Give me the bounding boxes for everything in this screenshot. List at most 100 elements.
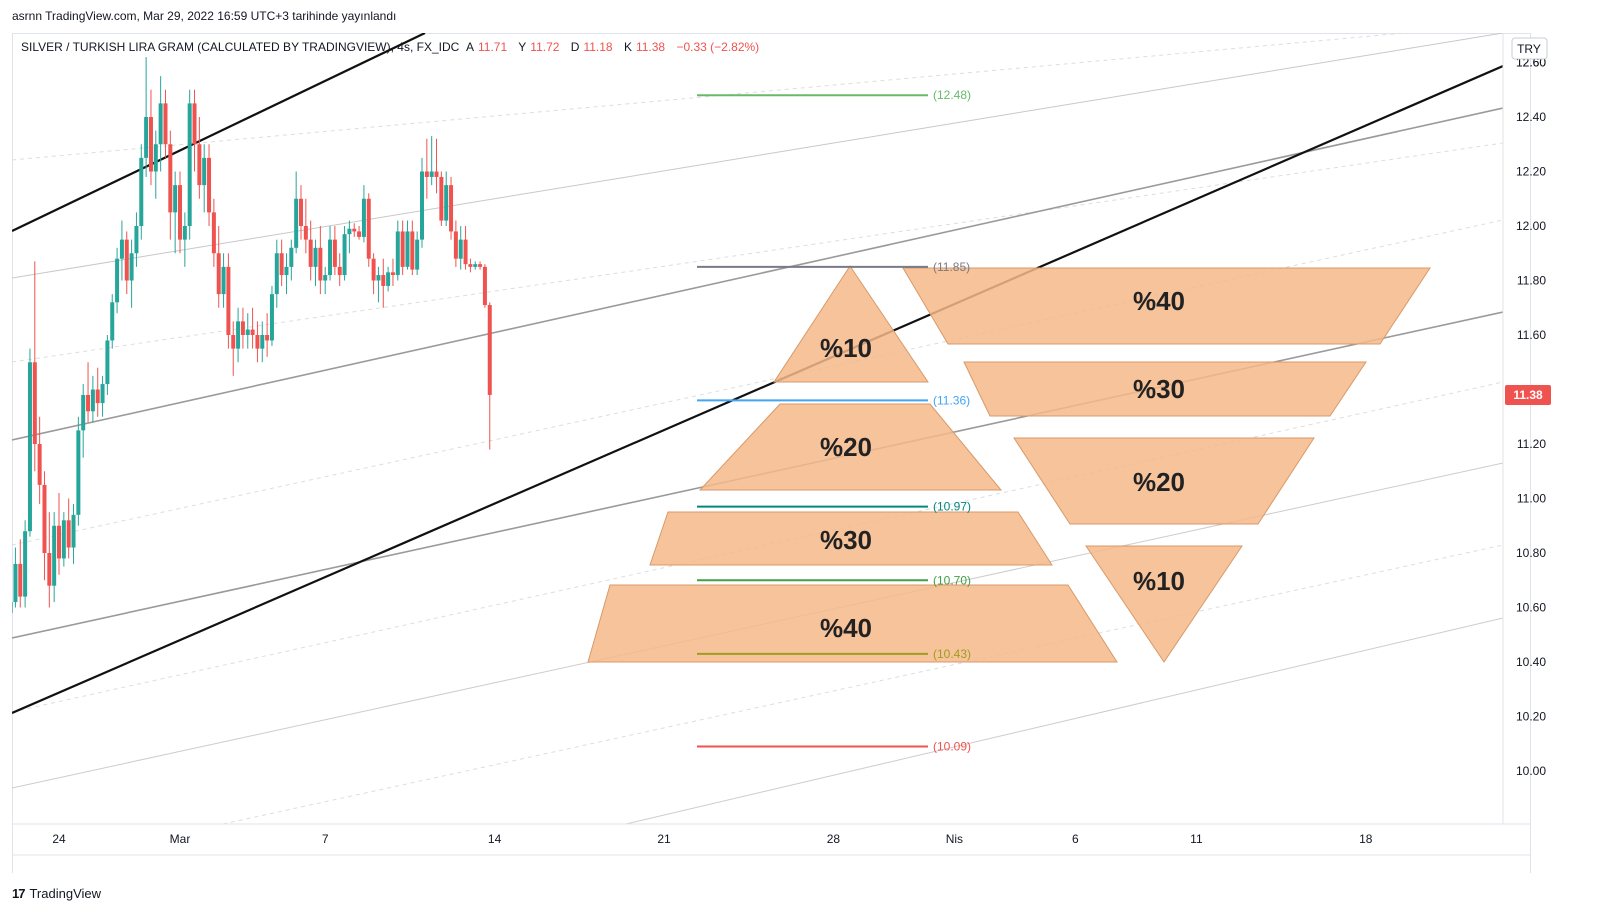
level-label: (10.70) [933, 573, 971, 587]
chart-frame[interactable] [12, 33, 1531, 873]
candle-body [124, 239, 129, 281]
candle-body [468, 264, 473, 267]
x-tick-label: 24 [52, 832, 66, 846]
channel-line [220, 544, 1503, 824]
candle-body [81, 394, 86, 431]
candle-body [158, 103, 163, 145]
candle-body [240, 321, 245, 335]
level-label: (10.97) [933, 500, 971, 514]
level-label: (10.09) [933, 739, 971, 753]
pyramid-shapes [587, 265, 1431, 663]
x-tick-label: 18 [1359, 832, 1373, 846]
candle-body [439, 176, 444, 221]
candle-body [453, 231, 458, 259]
publication-line: asrnn TradingView.com, Mar 29, 2022 16:5… [12, 9, 397, 23]
pyramid-segment [963, 361, 1367, 417]
candle-body [294, 198, 299, 248]
candle-body [211, 212, 216, 254]
candle-body [308, 239, 313, 267]
candle-body [342, 234, 347, 276]
pyramid-label: %30 [820, 525, 872, 555]
shape-labels: %10 %20 %30 %40 %40 %30 %20 %10 [820, 286, 1185, 643]
candle-body [27, 362, 32, 532]
candle-body [386, 272, 391, 286]
high-label: Y [518, 40, 527, 54]
pyramid-segment [1013, 437, 1315, 525]
candle-body [202, 157, 207, 186]
candle-body [226, 266, 231, 335]
candle-body [245, 329, 250, 335]
candle-body [400, 231, 405, 267]
pyramid-label: %10 [820, 333, 872, 363]
candle-body [236, 321, 241, 349]
candle-body [449, 185, 454, 232]
y-tick-label: 11.60 [1517, 328, 1546, 342]
y-tick-label: 12.20 [1516, 165, 1546, 179]
x-tick-label: Mar [170, 832, 191, 846]
candle-body [328, 239, 333, 276]
candle-body [57, 525, 61, 559]
y-tick-label: 10.80 [1516, 546, 1546, 560]
candle-body [139, 157, 144, 226]
pyramid-label: %40 [820, 613, 872, 643]
candle-body [144, 117, 149, 158]
candle-body [197, 144, 202, 186]
candle-body [110, 302, 115, 341]
symbol-legend[interactable]: SILVER / TURKISH LIRA GRAM (CALCULATED B… [21, 40, 763, 54]
pyramid-segment [698, 403, 1003, 491]
candle-body [61, 520, 66, 559]
channel-line [12, 142, 1503, 363]
candle-body [23, 531, 28, 597]
candle-body [13, 563, 18, 603]
candle-body [420, 171, 424, 240]
candle-body [95, 389, 100, 404]
candle-body [284, 266, 289, 276]
tradingview-logo-icon: 17 [12, 886, 26, 901]
candle-body [265, 335, 270, 341]
x-tick-label: 7 [322, 832, 329, 846]
tradingview-logo[interactable]: 17 TradingView [12, 886, 101, 901]
channel-line [12, 219, 1503, 546]
candle-body [269, 294, 274, 341]
candle-body [410, 231, 415, 270]
currency-button [1511, 37, 1548, 60]
y-tick-label: 10.20 [1516, 710, 1546, 724]
pyramid-segment [1085, 545, 1243, 663]
y-tick-label: 10.60 [1516, 601, 1546, 615]
y-tick-label: 10.00 [1516, 764, 1546, 778]
candle-body [318, 247, 323, 281]
candle-body [163, 103, 168, 145]
candle-body [371, 258, 376, 281]
candle-body [52, 525, 57, 586]
change-value: −0.33 (−2.82%) [676, 40, 760, 54]
x-tick-label: 14 [488, 832, 502, 846]
candle-body [32, 362, 37, 444]
candle-body [478, 264, 483, 267]
candle-body [434, 171, 439, 177]
candle-body [173, 185, 178, 213]
channel-line [623, 617, 1503, 824]
pyramid-segment [773, 265, 929, 383]
candle-body [129, 253, 134, 281]
inverted-pyramid-label: %40 [1133, 286, 1185, 316]
low-value: 11.18 [583, 40, 613, 54]
candle-body [366, 198, 371, 259]
inverted-pyramid-label: %10 [1133, 566, 1185, 596]
candle-body [105, 340, 110, 385]
candle-body [66, 520, 71, 548]
candle-body [487, 305, 492, 395]
y-tick-label: 12.00 [1516, 219, 1546, 233]
candle-body [390, 272, 395, 276]
candle-body [429, 171, 434, 177]
candle-body [100, 384, 105, 404]
symbol-name[interactable]: SILVER / TURKISH LIRA GRAM (CALCULATED B… [21, 40, 460, 54]
candle-body [18, 563, 23, 597]
candle-body [42, 484, 47, 553]
candle-body [424, 171, 429, 177]
candle-body [192, 103, 197, 145]
candles [12, 57, 492, 613]
candle-body [12, 602, 13, 613]
candle-body [90, 389, 95, 412]
candle-body [352, 228, 357, 232]
